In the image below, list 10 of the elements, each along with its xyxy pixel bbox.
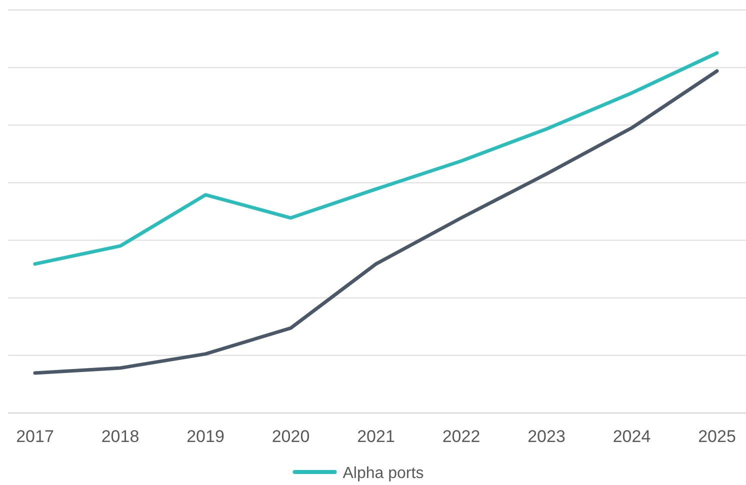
x-tick-label: 2021	[357, 427, 395, 446]
x-tick-label: 2025	[698, 427, 736, 446]
x-tick-label: 2017	[16, 427, 54, 446]
x-tick-label: 2023	[528, 427, 566, 446]
x-tick-label: 2022	[442, 427, 480, 446]
x-tick-label: 2024	[612, 427, 651, 446]
legend-label: Alpha ports	[342, 465, 424, 482]
x-tick-label: 2020	[272, 427, 310, 446]
x-tick-label: 2018	[101, 427, 140, 446]
x-tick-label: 2019	[186, 427, 224, 446]
